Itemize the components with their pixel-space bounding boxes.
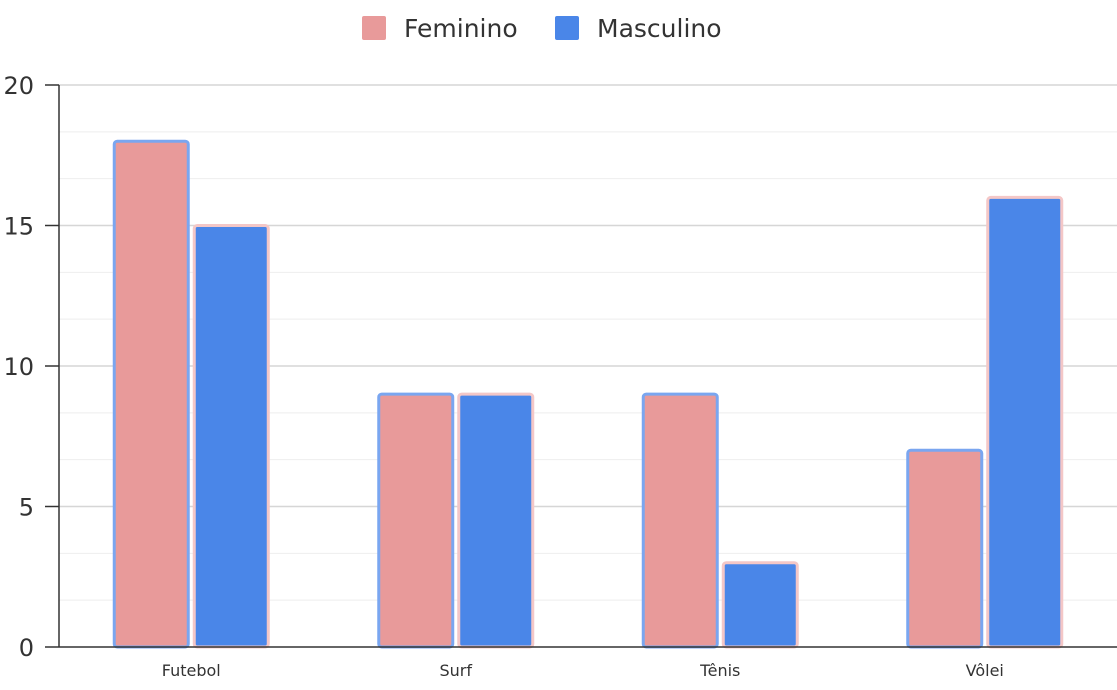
bars — [112, 139, 1064, 649]
legend-item-feminino[interactable]: Feminino — [362, 14, 518, 43]
legend-swatch — [555, 16, 579, 40]
x-tick-label: Vôlei — [966, 661, 1004, 680]
bar-masculino-vôlei[interactable] — [986, 195, 1064, 649]
x-tick-label: Tênis — [699, 661, 740, 680]
y-tick-label: 15 — [3, 213, 34, 241]
bar-feminino-tênis[interactable] — [641, 392, 719, 649]
axes: Futebol Surf Tênis Vôlei 0 5 10 15 20 — [3, 72, 1117, 680]
legend-label: Feminino — [404, 14, 518, 43]
y-tick-label: 0 — [19, 634, 34, 662]
x-tick-label: Futebol — [162, 661, 221, 680]
bar-masculino-tênis[interactable] — [721, 561, 799, 649]
bar-feminino-surf[interactable] — [377, 392, 455, 649]
bar-feminino-vôlei[interactable] — [906, 448, 984, 649]
bar-masculino-surf[interactable] — [457, 392, 535, 649]
legend-label: Masculino — [597, 14, 722, 43]
bar-masculino-futebol[interactable] — [192, 224, 270, 649]
x-tick-label: Surf — [439, 661, 472, 680]
y-tick-label: 20 — [3, 72, 34, 100]
bar-feminino-futebol[interactable] — [112, 139, 190, 649]
legend-item-masculino[interactable]: Masculino — [555, 14, 722, 43]
y-tick-label: 5 — [19, 494, 34, 522]
legend: Feminino Masculino — [362, 14, 722, 43]
y-tick-label: 10 — [3, 353, 34, 381]
legend-swatch — [362, 16, 386, 40]
